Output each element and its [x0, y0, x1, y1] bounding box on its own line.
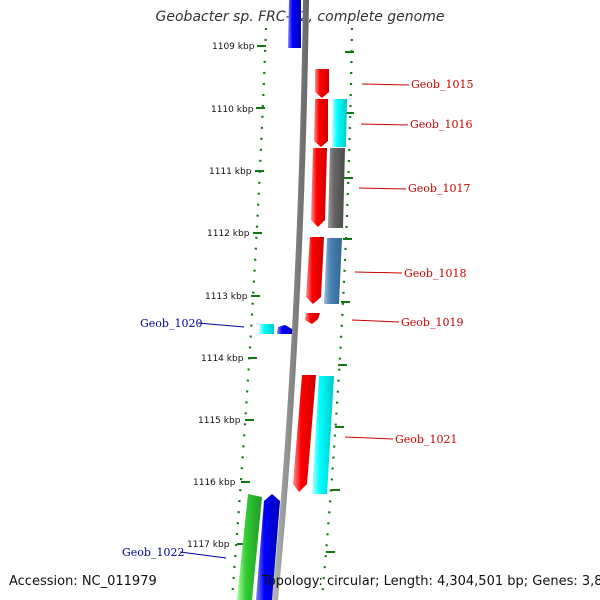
feature-block: [328, 148, 345, 228]
accession-text: Accession: NC_011979: [9, 574, 157, 589]
feature-arrow: [237, 494, 262, 600]
label-leaders: [179, 83, 410, 559]
tick-label: 1112 kbp: [207, 229, 250, 239]
feature-arrow: [256, 494, 280, 600]
tick-label: 1115 kbp: [198, 416, 241, 426]
gene-leader-line: [179, 551, 227, 559]
scale-ticks: [237, 45, 266, 545]
feature-block: [259, 324, 274, 334]
gene-leader-line: [361, 83, 410, 86]
gene-labels: Geob_1015 Geob_1016 Geob_1017 Geob_1018 …: [122, 78, 473, 559]
gene-label[interactable]: Geob_1017: [408, 182, 470, 195]
feature-block: [324, 238, 342, 304]
tick-label: 1113 kbp: [205, 292, 248, 302]
feature-arrow: [311, 148, 327, 227]
outer-ticks: [326, 51, 354, 553]
gene-leader-line: [351, 319, 400, 323]
tick-labels: 1109 kbp 1110 kbp 1111 kbp 1112 kbp 1113…: [187, 42, 255, 550]
forward-features: [293, 69, 347, 494]
feature-arrow: [305, 313, 320, 324]
gene-label[interactable]: Geob_1016: [410, 118, 472, 131]
gene-label[interactable]: Geob_1020: [140, 317, 202, 330]
gene-leader-line: [360, 123, 409, 126]
gene-leader-line: [344, 436, 394, 440]
feature-block: [312, 376, 334, 494]
gene-label[interactable]: Geob_1022: [122, 546, 184, 559]
feature-arrow: [315, 69, 329, 98]
gene-label[interactable]: Geob_1015: [411, 78, 473, 91]
feature-arrow: [293, 375, 316, 492]
tick-label: 1114 kbp: [201, 354, 244, 364]
outer-guide-arc: [320, 27, 354, 599]
feature-arrow: [314, 99, 328, 147]
tick-label: 1116 kbp: [193, 478, 236, 488]
gene-leader-line: [354, 271, 403, 274]
gene-leader-line: [197, 322, 245, 328]
feature-block: [332, 99, 347, 147]
genome-backbone: [272, 0, 309, 600]
feature-block: [288, 0, 301, 48]
gene-leader-line: [358, 187, 407, 190]
reverse-features: [237, 0, 301, 600]
feature-arrow: [277, 325, 292, 334]
gene-label[interactable]: Geob_1019: [401, 316, 463, 329]
tick-label: 1111 kbp: [209, 167, 252, 177]
gene-label[interactable]: Geob_1021: [395, 433, 457, 446]
tick-label: 1110 kbp: [211, 105, 254, 115]
tick-label: 1117 kbp: [187, 540, 230, 550]
tick-label: 1109 kbp: [212, 42, 255, 52]
feature-arrow: [306, 237, 324, 304]
gene-label[interactable]: Geob_1018: [404, 267, 466, 280]
topology-text: Topology: circular; Length: 4,304,501 bp…: [262, 574, 600, 589]
